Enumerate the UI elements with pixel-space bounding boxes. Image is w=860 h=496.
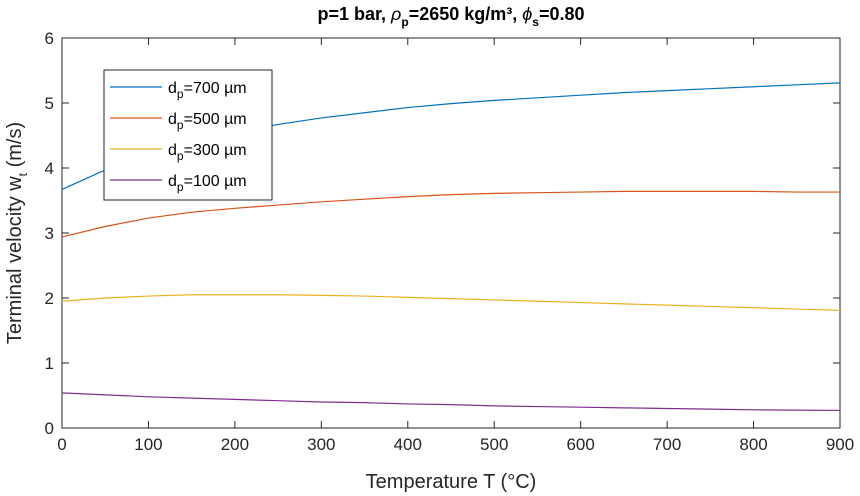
- series-line-4: [61, 392, 841, 412]
- legend-entries: dp=700 µm dp=500 µm dp=300 µm dp=100 µm: [110, 80, 247, 194]
- x-tick-label: 900: [826, 435, 854, 454]
- y-tick-label: 4: [45, 159, 54, 178]
- legend: dp=700 µm dp=500 µm dp=300 µm dp=100 µm: [103, 69, 273, 201]
- legend-label-3: dp=300 µm: [168, 142, 247, 163]
- legend-label-1: dp=700 µm: [168, 80, 247, 101]
- y-tick-label: 0: [45, 419, 54, 438]
- y-tick-label: 1: [45, 354, 54, 373]
- legend-label-2: dp=500 µm: [168, 111, 247, 132]
- series-line-2: [61, 190, 840, 238]
- legend-label-4: dp=100 µm: [168, 173, 247, 194]
- x-tick-label: 0: [57, 435, 66, 454]
- y-tick-label: 5: [45, 94, 54, 113]
- x-tick-label: 100: [134, 435, 162, 454]
- x-tick-label: 500: [480, 435, 508, 454]
- plot-area: 0 100 200 300 400 500 600 700 800 900 0 1 2 3 4 5 6: [45, 29, 855, 454]
- y-tick-label: 2: [45, 289, 54, 308]
- series-line-3: [61, 294, 841, 311]
- x-tick-label: 200: [221, 435, 249, 454]
- legend-box: [103, 69, 273, 201]
- x-tick-label: 600: [566, 435, 594, 454]
- chart-title: p=1 bar, ρp=2650 kg/m³, ϕs=0.80: [317, 4, 584, 29]
- x-tick-label: 800: [739, 435, 767, 454]
- x-axis-label: Temperature T (°C): [366, 471, 537, 493]
- y-tick-label: 6: [45, 29, 54, 48]
- x-tick-label: 700: [653, 435, 681, 454]
- y-axis-label: Terminal velocity wt (m/s): [4, 122, 30, 344]
- y-tick-label: 3: [45, 224, 54, 243]
- x-tick-label: 300: [307, 435, 335, 454]
- x-tick-label: 400: [394, 435, 422, 454]
- tick-layer: 0 100 200 300 400 500 600 700 800 900 0 1 2 3 4 5 6: [45, 29, 855, 454]
